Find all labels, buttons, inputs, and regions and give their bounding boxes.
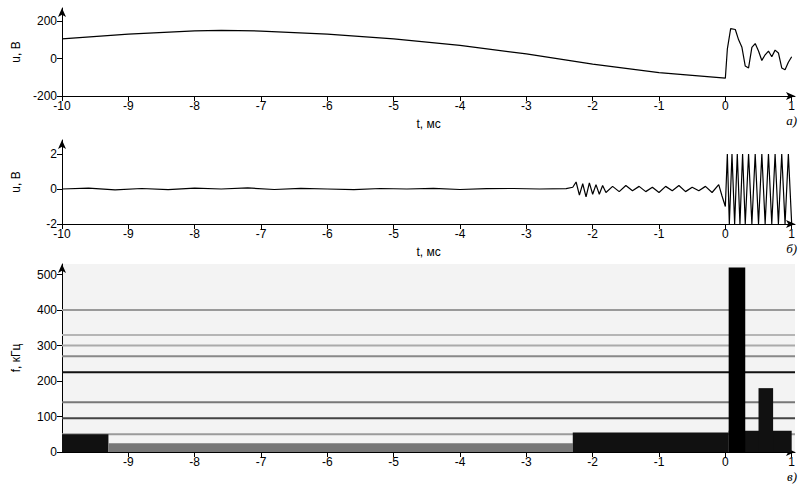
svg-text:-2: -2 [587,455,598,469]
svg-text:f, кГц: f, кГц [9,344,23,373]
svg-text:-10: -10 [53,99,71,113]
svg-text:-200: -200 [33,89,57,103]
svg-text:-3: -3 [521,455,532,469]
svg-text:1: 1 [788,227,795,241]
svg-text:t, мс: t, мс [416,117,440,131]
svg-text:-5: -5 [388,227,399,241]
svg-text:100: 100 [37,410,57,424]
svg-text:-5: -5 [388,99,399,113]
svg-text:-1: -1 [654,99,665,113]
svg-text:0: 0 [722,455,729,469]
svg-text:-7: -7 [256,99,267,113]
svg-text:1: 1 [788,455,795,469]
svg-text:-4: -4 [455,455,466,469]
svg-text:-2: -2 [587,227,598,241]
svg-text:-3: -3 [521,99,532,113]
svg-text:-5: -5 [388,455,399,469]
svg-text:-4: -4 [455,227,466,241]
svg-text:-8: -8 [189,99,200,113]
svg-text:0: 0 [50,445,57,459]
svg-text:-9: -9 [123,227,134,241]
svg-text:200: 200 [37,374,57,388]
svg-text:-9: -9 [123,99,134,113]
svg-text:-8: -8 [189,455,200,469]
svg-text:б): б) [786,241,797,256]
svg-text:в): в) [787,469,797,484]
svg-text:u, В: u, В [9,41,23,62]
svg-text:300: 300 [37,339,57,353]
svg-text:400: 400 [37,303,57,317]
svg-text:-6: -6 [322,99,333,113]
svg-text:0: 0 [50,52,57,66]
svg-text:-4: -4 [455,99,466,113]
svg-text:-1: -1 [654,455,665,469]
svg-text:200: 200 [37,14,57,28]
svg-text:500: 500 [37,268,57,282]
svg-text:-6: -6 [322,227,333,241]
svg-text:u, В: u, В [9,171,23,192]
svg-text:t, мс: t, мс [416,245,440,259]
svg-text:-8: -8 [189,227,200,241]
svg-text:1: 1 [788,99,795,113]
svg-text:-9: -9 [123,455,134,469]
svg-text:-6: -6 [322,455,333,469]
svg-text:0: 0 [722,99,729,113]
svg-text:0: 0 [722,227,729,241]
svg-text:а): а) [786,113,797,128]
svg-text:-10: -10 [53,227,71,241]
svg-text:-2: -2 [587,99,598,113]
svg-text:-7: -7 [256,455,267,469]
svg-text:2: 2 [50,147,57,161]
svg-text:-7: -7 [256,227,267,241]
svg-text:-2: -2 [46,217,57,231]
svg-text:-1: -1 [654,227,665,241]
svg-text:0: 0 [50,182,57,196]
svg-text:-3: -3 [521,227,532,241]
